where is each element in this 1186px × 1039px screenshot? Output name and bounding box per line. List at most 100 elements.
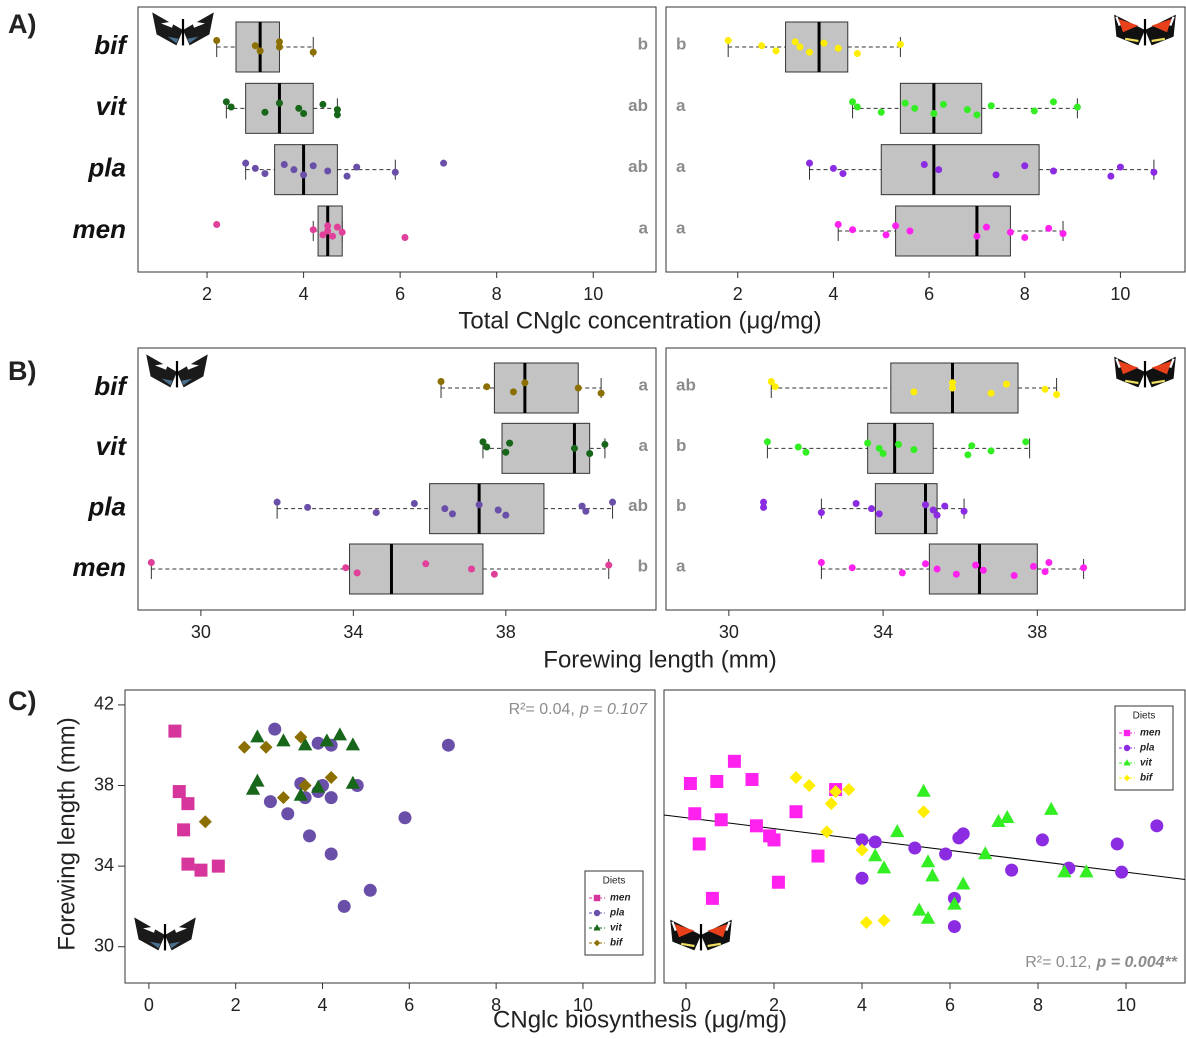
point (916, 783, 931, 797)
point (948, 379, 956, 387)
group-letter: ab (676, 375, 696, 394)
point (391, 168, 399, 176)
panel-frame (124, 689, 656, 984)
point (1006, 228, 1014, 236)
legend-label: bif (1140, 773, 1154, 784)
legend-label: bif (610, 938, 624, 949)
point (398, 811, 412, 825)
point (297, 737, 313, 751)
point (829, 164, 837, 172)
legend-label: pla (609, 908, 625, 919)
point (1029, 562, 1037, 570)
point (319, 733, 334, 747)
point (502, 511, 510, 519)
point (172, 785, 186, 799)
point (979, 566, 987, 574)
point (853, 50, 861, 57)
point (811, 849, 825, 863)
x-tick-label: 10 (573, 995, 593, 1015)
x-tick-label: 4 (828, 284, 838, 304)
point (250, 729, 265, 743)
point (304, 503, 312, 511)
point (298, 779, 312, 793)
group-letter: a (676, 556, 686, 575)
point (1150, 819, 1164, 833)
point (194, 863, 208, 877)
x-tick-label: 38 (1027, 622, 1047, 642)
point (714, 813, 728, 827)
point (760, 503, 768, 511)
point (849, 98, 857, 106)
point (895, 440, 903, 448)
legend-marker (1123, 744, 1131, 752)
x-tick-label: 4 (317, 995, 327, 1015)
point (853, 103, 861, 111)
point (987, 102, 995, 110)
point (333, 223, 341, 231)
x-tick-label: 8 (1020, 284, 1030, 304)
legend-marker (1123, 759, 1131, 766)
point (261, 108, 269, 116)
point (597, 389, 605, 397)
point (302, 829, 316, 843)
point (586, 450, 594, 458)
point (749, 819, 763, 833)
point (570, 444, 578, 452)
point (309, 48, 317, 56)
point (177, 823, 191, 837)
group-letter: a (639, 218, 649, 237)
point (293, 787, 308, 801)
point (705, 891, 719, 905)
point (855, 833, 869, 847)
point (956, 827, 970, 841)
x-tick-label: 2 (231, 995, 241, 1015)
point (324, 167, 332, 175)
point (1107, 172, 1115, 180)
point (324, 222, 332, 230)
point (688, 807, 702, 821)
group-letter: b (676, 496, 686, 515)
y-axis-title: Forewing length (mm) (53, 717, 80, 950)
group-letter: b (676, 436, 686, 455)
point (333, 106, 341, 114)
point (259, 740, 273, 754)
point (290, 166, 298, 174)
group-letter: a (639, 436, 649, 455)
box (895, 205, 1011, 257)
point (168, 724, 182, 738)
x-tick-label: 30 (191, 622, 211, 642)
legend-title: Diets (1133, 711, 1156, 722)
point (763, 438, 771, 446)
point (475, 501, 483, 509)
point (342, 564, 350, 572)
point (251, 164, 259, 172)
category-label: men (73, 214, 126, 244)
point (1053, 391, 1061, 398)
point (332, 727, 348, 741)
point (820, 825, 834, 839)
point (834, 44, 842, 52)
point (771, 875, 785, 889)
point (353, 569, 361, 577)
point (929, 506, 937, 514)
point (311, 779, 326, 793)
point (791, 38, 799, 46)
point (574, 384, 582, 392)
point (771, 383, 779, 391)
point (1115, 865, 1129, 879)
point (147, 559, 155, 566)
point (939, 100, 947, 108)
point (910, 446, 918, 454)
point (882, 231, 890, 239)
point (273, 498, 281, 506)
point (920, 910, 936, 924)
point (506, 439, 514, 447)
point (978, 846, 993, 860)
x-tick-label: 10 (1110, 284, 1130, 304)
point (745, 772, 759, 786)
x-tick-label: 8 (492, 284, 502, 304)
point (683, 777, 697, 791)
panel-label: A) (8, 9, 37, 39)
point (213, 37, 221, 44)
point (925, 868, 940, 882)
